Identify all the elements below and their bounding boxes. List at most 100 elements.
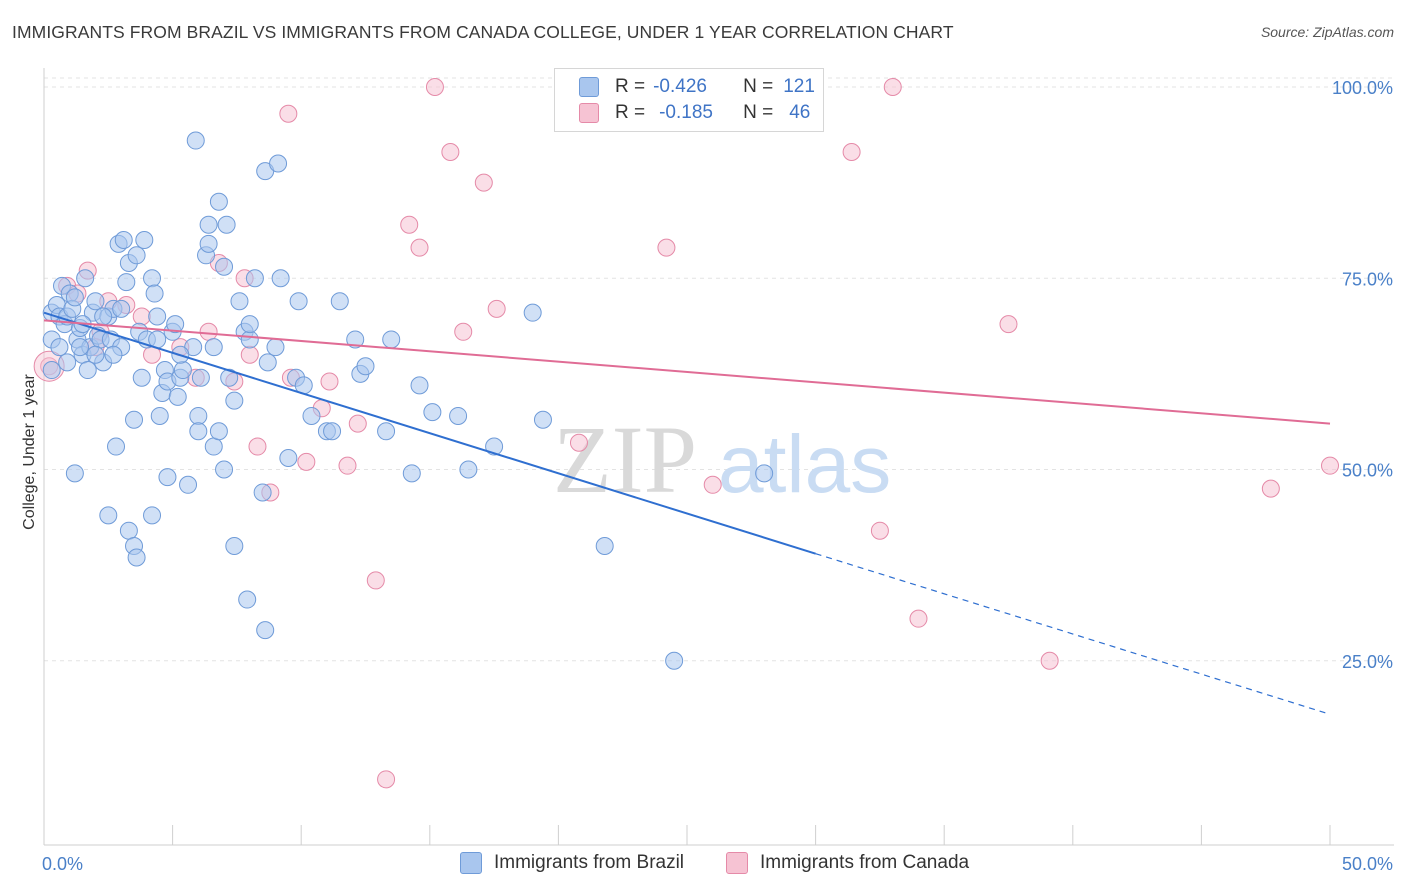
data-point <box>76 269 95 288</box>
data-point <box>423 403 442 422</box>
canada-legend-swatch <box>726 852 748 874</box>
data-point <box>454 322 473 341</box>
data-point <box>204 437 223 456</box>
data-point <box>240 330 259 349</box>
data-point <box>94 307 113 326</box>
legend-item-brazil[interactable]: Immigrants from Brazil <box>460 852 684 874</box>
data-point <box>302 406 321 425</box>
data-point <box>127 246 146 265</box>
data-point <box>595 537 614 555</box>
data-point <box>523 303 542 322</box>
data-point <box>755 464 774 483</box>
source-label: Source: ZipAtlas.com <box>1260 24 1394 40</box>
data-point <box>909 609 928 628</box>
data-point <box>366 571 385 590</box>
canada-swatch <box>579 103 599 123</box>
watermark-zip: ZIP <box>553 406 697 513</box>
data-point <box>204 338 223 357</box>
data-point <box>377 422 396 441</box>
data-point <box>870 521 889 540</box>
data-point <box>191 368 210 387</box>
data-point <box>148 307 167 326</box>
data-point <box>240 315 259 334</box>
data-point <box>348 414 367 433</box>
n-value: 46 <box>789 102 811 123</box>
data-point <box>199 215 218 234</box>
r-label: R = <box>615 102 646 123</box>
trend-line <box>43 311 816 555</box>
data-point <box>58 353 77 372</box>
brazil-legend-swatch <box>460 852 482 874</box>
data-point <box>377 770 396 789</box>
data-point <box>65 288 84 307</box>
data-point <box>1040 651 1059 670</box>
series-brazil-points <box>42 131 774 670</box>
x-tick-label: 50.0% <box>1342 854 1393 874</box>
data-point <box>173 361 192 380</box>
data-point <box>569 433 588 452</box>
data-point <box>217 215 236 234</box>
data-point <box>999 315 1018 334</box>
data-point <box>842 143 861 162</box>
data-point <box>441 143 460 162</box>
data-point <box>135 231 154 249</box>
stats-row-canada: R = -0.185 N = 46 <box>579 101 810 125</box>
data-point <box>119 521 138 540</box>
x-tick-label: 0.0% <box>42 854 83 874</box>
data-point <box>533 410 552 429</box>
data-point <box>42 361 61 380</box>
data-point <box>346 330 365 349</box>
data-point <box>279 449 298 468</box>
data-point <box>209 422 228 441</box>
data-point <box>1261 479 1280 498</box>
data-point <box>410 238 429 257</box>
data-point <box>487 299 506 318</box>
data-point <box>127 548 146 567</box>
data-point <box>86 292 105 311</box>
data-point <box>199 322 218 341</box>
n-label: N = <box>743 102 774 123</box>
data-point <box>297 452 316 471</box>
data-point <box>225 537 244 555</box>
data-point <box>168 387 187 406</box>
data-point <box>657 238 676 257</box>
y-tick-label: 25.0% <box>1342 652 1393 672</box>
data-point <box>269 154 288 173</box>
brazil-swatch <box>579 77 599 97</box>
data-point <box>179 475 198 494</box>
data-point <box>199 234 218 253</box>
data-point <box>883 78 902 96</box>
data-point <box>320 372 339 391</box>
data-point <box>289 292 308 311</box>
tick-labels: 100.0% 75.0% 50.0% 25.0% 0.0% 50.0% <box>42 78 1393 874</box>
data-point <box>78 361 97 380</box>
data-point <box>253 483 272 502</box>
series-legend: Immigrants from Brazil Immigrants from C… <box>0 852 1406 878</box>
data-point <box>279 104 298 123</box>
data-point <box>449 406 468 425</box>
legend-label-brazil: Immigrants from Brazil <box>494 852 685 873</box>
data-point <box>402 464 421 483</box>
legend-item-canada[interactable]: Immigrants from Canada <box>726 852 969 874</box>
data-point <box>125 410 144 429</box>
data-point <box>117 273 136 292</box>
trend-line <box>43 319 1331 425</box>
data-point <box>323 422 342 441</box>
data-point <box>114 231 133 249</box>
data-point <box>382 330 401 349</box>
data-point <box>400 215 419 234</box>
r-label: R = <box>615 76 646 97</box>
data-point <box>132 368 151 387</box>
n-label: N = <box>743 76 774 97</box>
data-point <box>215 460 234 479</box>
data-point <box>266 338 285 357</box>
data-point <box>271 269 290 288</box>
data-point <box>112 299 131 318</box>
y-axis-label: College, Under 1 year <box>21 374 38 530</box>
data-point <box>703 475 722 494</box>
axes <box>43 68 1394 846</box>
data-point <box>189 406 208 425</box>
data-point <box>71 338 90 357</box>
data-point <box>158 468 177 487</box>
